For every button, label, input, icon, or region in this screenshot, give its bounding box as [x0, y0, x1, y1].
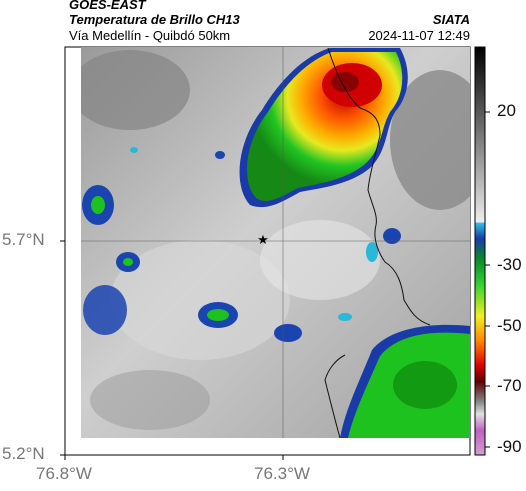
star-icon: ★	[257, 232, 269, 247]
lat-tick-label: 5.2°N	[2, 444, 45, 463]
colorbar-tick-label: -90	[497, 437, 522, 456]
colorbar-tick-label: -50	[497, 316, 522, 335]
organization-label: SIATA	[432, 12, 470, 27]
small-cells	[82, 147, 401, 342]
lon-tick-label: 76.8°W	[36, 464, 92, 483]
border-line	[324, 47, 431, 438]
colorbar-tick-label: -70	[497, 376, 522, 395]
colorbar-tick-label: -30	[497, 255, 522, 274]
satellite-name: GOES-EAST	[69, 0, 146, 12]
lon-tick-label: 76.3°W	[254, 464, 310, 483]
colorbar	[474, 46, 486, 456]
lat-tick-label: 5.7°N	[2, 230, 45, 249]
datetime-label: 2024-11-07 12:49	[368, 28, 470, 43]
colorbar-tick-label: 20	[497, 101, 516, 120]
map-subtitle: Vía Medellín - Quibdó 50km	[69, 28, 231, 43]
map-title: Temperatura de Brillo CH13	[69, 12, 240, 27]
